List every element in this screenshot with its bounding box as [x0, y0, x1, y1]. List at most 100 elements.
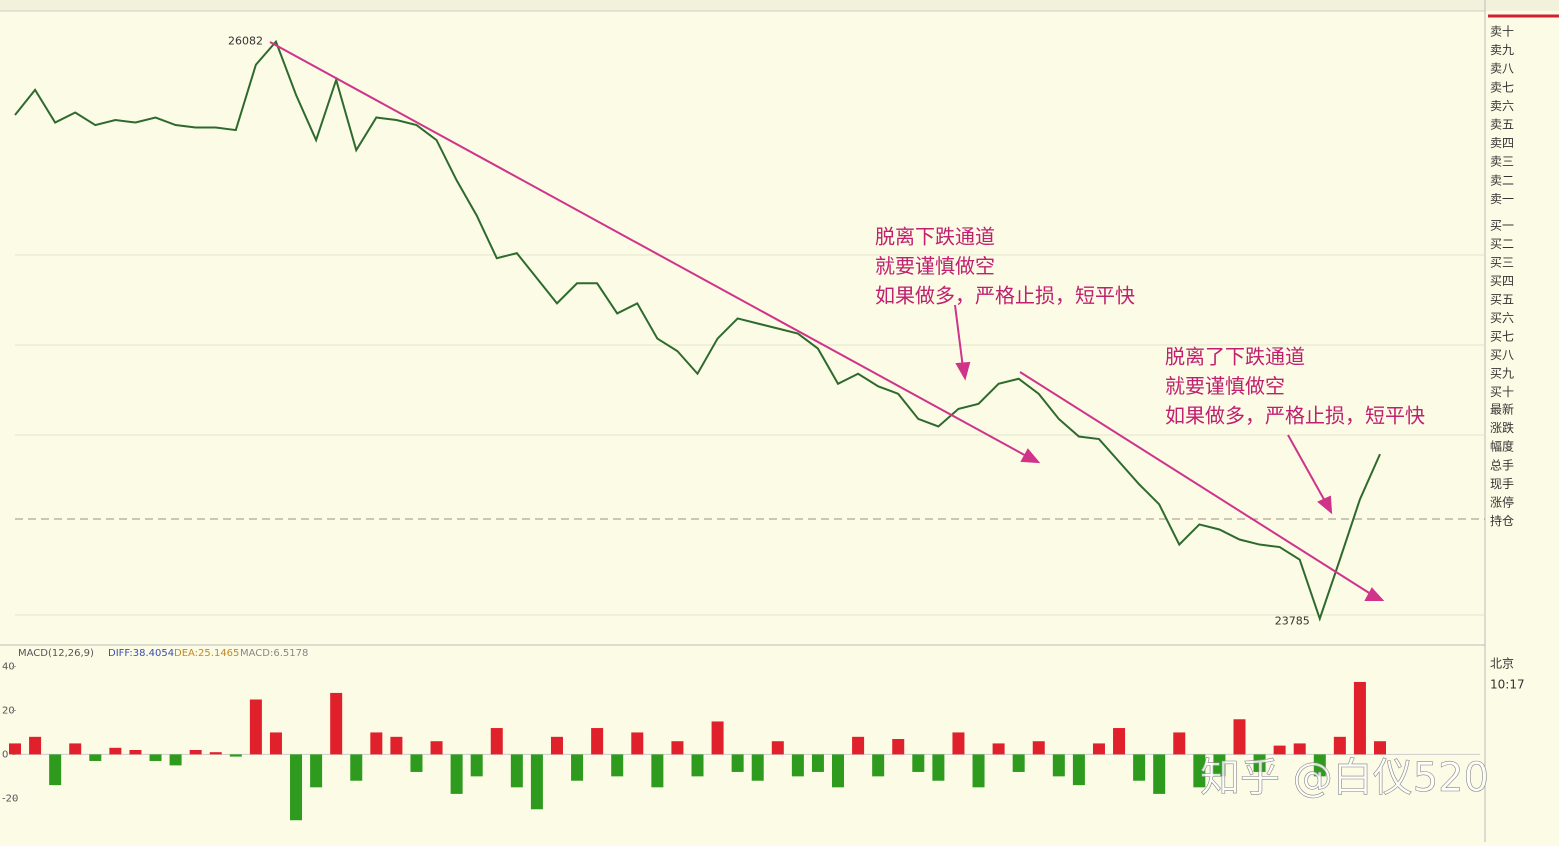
macd-bar [1213, 754, 1226, 777]
arrow-head [955, 361, 971, 381]
macd-bar [410, 754, 423, 772]
city: 北京 [1490, 657, 1514, 671]
macd-bar [189, 750, 202, 755]
high-label: 26082 [228, 35, 263, 48]
macd-bar [932, 754, 945, 781]
side-label: 卖五 [1490, 118, 1514, 132]
macd-bar [711, 721, 724, 755]
low-label: 23785 [1275, 615, 1310, 628]
macd-bar [1113, 728, 1126, 755]
macd-bar [791, 754, 804, 777]
macd-bar [1173, 732, 1186, 755]
macd-bar [832, 754, 845, 788]
price-line [14, 39, 1381, 622]
indicator-label: MACD:6.5178 [240, 648, 308, 659]
annotation: 就要谨慎做空 [1165, 374, 1285, 398]
macd-bar [671, 741, 684, 755]
arrow-head [1317, 495, 1333, 515]
macd-bar [1193, 754, 1206, 788]
macd-bar [972, 754, 985, 788]
y-tick-label: 0 [2, 749, 8, 760]
side-label: 买七 [1490, 330, 1514, 344]
macd-bar [1032, 741, 1045, 755]
trend-line [1019, 371, 1375, 597]
macd-bar [1333, 736, 1346, 755]
side-label: 买二 [1490, 237, 1514, 251]
annotation: 就要谨慎做空 [875, 254, 995, 278]
side-label: 买八 [1490, 348, 1514, 362]
macd-bar [550, 736, 563, 755]
side-label: 涨跌 [1490, 420, 1514, 435]
arrow-head [1020, 448, 1041, 464]
macd-bar [430, 741, 443, 755]
macd-bar [370, 732, 383, 755]
macd-bar [290, 754, 303, 821]
side-label: 买五 [1490, 293, 1514, 307]
macd-bar [1374, 741, 1386, 755]
side-label: 卖一 [1490, 192, 1514, 206]
macd-panel: 40 20 0 -20 MACD(12,26,9) DIFF:38.4054 DEA:25.… [2, 648, 1480, 821]
annotations: 脱离下跌通道就要谨慎做空如果做多，严格止损，短平快脱离了下跌通道就要谨慎做空如果… [875, 225, 1425, 428]
side-panel: 卖十卖九卖八卖七卖六卖五卖四卖三卖二卖一买一买二买三买四买五买六买七买八买九买十… [1490, 25, 1514, 529]
side-label: 买十 [1490, 385, 1514, 399]
macd-bar [109, 747, 122, 755]
macd-bar [29, 736, 42, 755]
side-label: 最新 [1490, 402, 1514, 417]
macd-bar [872, 754, 885, 777]
side-label: 卖九 [1490, 43, 1514, 57]
macd-bar [9, 743, 21, 755]
side-label: 卖八 [1490, 62, 1514, 76]
macd-bar [811, 754, 824, 772]
side-label: 卖二 [1490, 173, 1514, 187]
side-label: 买六 [1490, 311, 1514, 325]
macd-bar [852, 736, 865, 755]
side-label: 买三 [1490, 256, 1514, 270]
macd-bar [952, 732, 965, 755]
macd-bar [1133, 754, 1146, 781]
macd-bar [892, 739, 905, 755]
macd-bar [1072, 754, 1085, 786]
time: 10:17 [1490, 678, 1525, 692]
side-label: 卖七 [1490, 80, 1514, 94]
indicator-label: DIFF:38.4054 [108, 648, 174, 659]
macd-bar [1293, 743, 1306, 755]
top-bar [0, 0, 1559, 11]
annotation: 脱离下跌通道 [875, 225, 995, 249]
macd-bar [169, 754, 182, 766]
macd-bar [350, 754, 363, 781]
pointer [1287, 434, 1327, 504]
side-label: 幅度 [1490, 439, 1514, 454]
macd-bar [490, 728, 503, 755]
macd-bar [510, 754, 523, 788]
macd-bar [611, 754, 624, 777]
macd-bar [1153, 754, 1166, 794]
macd-bar [1253, 754, 1266, 772]
macd-bar [731, 754, 744, 772]
side-label: 买一 [1490, 219, 1514, 233]
watermark: 知乎 @白仪520 [1200, 755, 1489, 801]
macd-bar [571, 754, 584, 781]
macd-bar [310, 754, 323, 788]
macd-bar [1052, 754, 1065, 777]
side-label: 卖十 [1490, 25, 1514, 39]
macd-bar [390, 736, 403, 755]
macd-bar [249, 699, 262, 755]
macd-bar [1313, 754, 1326, 777]
side-label: 卖四 [1490, 136, 1514, 150]
side-label: 买四 [1490, 274, 1514, 288]
macd-bar [89, 754, 102, 761]
macd-bar [229, 754, 242, 757]
indicator-title: MACD(12,26,9) [18, 648, 94, 659]
trend-line [269, 41, 1031, 459]
macd-bar [651, 754, 664, 788]
macd-bar [530, 754, 543, 810]
macd-bar [631, 732, 644, 755]
macd-bar [771, 741, 784, 755]
side-label: 涨停 [1490, 495, 1514, 510]
y-tick-label: -20 [2, 793, 18, 804]
macd-bar [751, 754, 764, 781]
macd-bar [1233, 719, 1246, 755]
macd-bar [1353, 681, 1366, 755]
